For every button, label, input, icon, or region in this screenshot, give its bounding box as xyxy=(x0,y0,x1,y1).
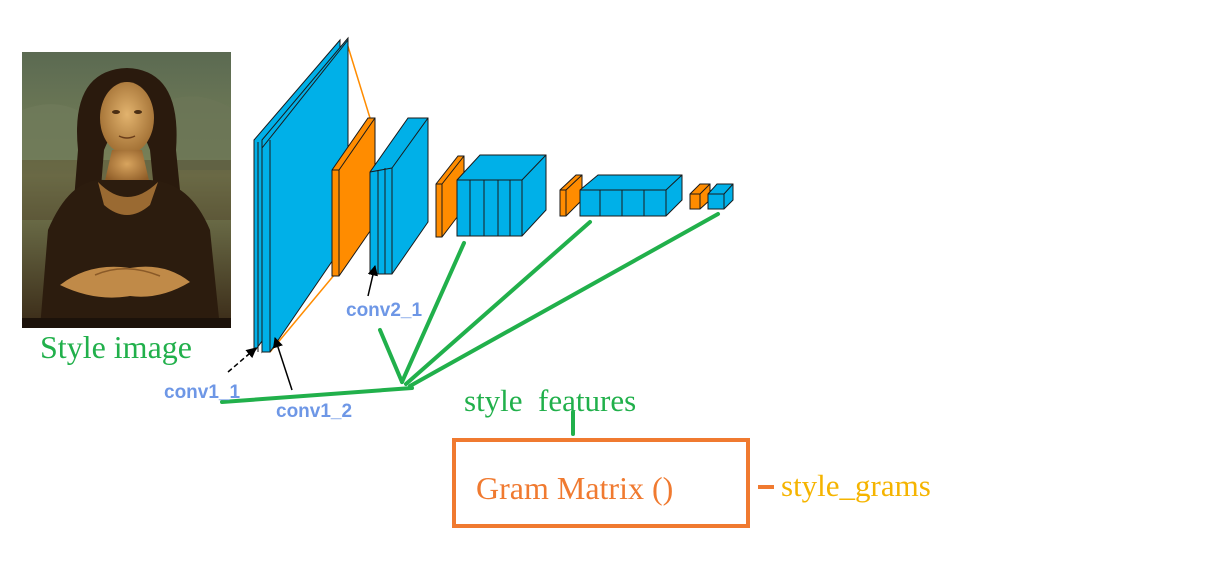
conv1-block xyxy=(253,36,349,354)
style-image xyxy=(22,52,231,328)
feature-connectors xyxy=(220,212,720,436)
conv1-2-label: conv1_2 xyxy=(276,401,352,422)
conv5-block xyxy=(707,183,734,210)
conv1-1-label: conv1_1 xyxy=(164,382,240,403)
conv2-1-label: conv2_1 xyxy=(346,300,422,321)
style-image-label: Style image xyxy=(40,329,192,365)
gram-matrix-box xyxy=(452,438,750,528)
conv3-block xyxy=(456,154,547,237)
conv2-block xyxy=(369,117,429,275)
style-grams-label: style_grams xyxy=(781,468,931,503)
layer-pointers xyxy=(227,264,378,391)
pool3-block xyxy=(559,174,583,217)
pool4-block xyxy=(689,183,711,210)
gram-matrix-label: Gram Matrix () xyxy=(476,470,673,506)
style-features-label: style features xyxy=(464,383,636,418)
conv4-block xyxy=(579,174,683,217)
